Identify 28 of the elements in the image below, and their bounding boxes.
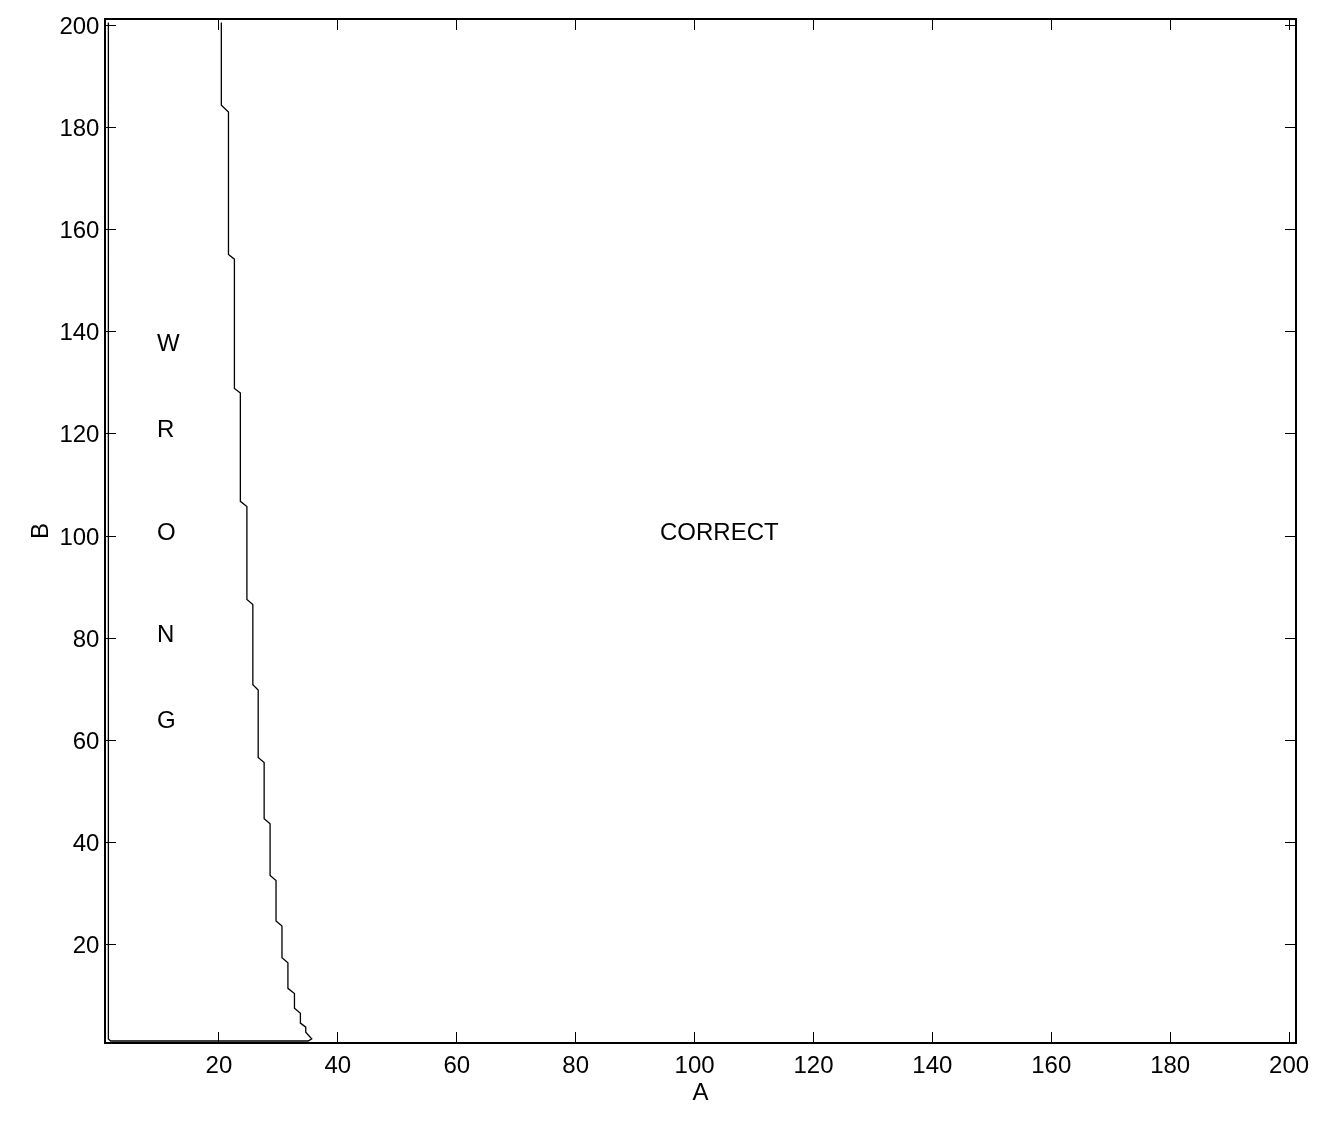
x-tick-label: 120 (793, 1050, 834, 1078)
x-tick-label: 180 (1150, 1050, 1191, 1078)
y-axis-title: B (26, 522, 53, 540)
annotation: N (157, 620, 175, 647)
y-tick-label: 20 (72, 931, 100, 959)
x-tick-label: 100 (674, 1050, 715, 1078)
y-tick-label: 40 (72, 829, 100, 857)
x-tick-label: 200 (1269, 1050, 1310, 1078)
annotation: O (157, 518, 176, 545)
x-tick-label: 80 (562, 1050, 590, 1078)
y-tick-label: 120 (59, 420, 100, 448)
annotation: R (157, 415, 175, 442)
y-tick-label: 140 (59, 318, 100, 346)
annotation: W (157, 329, 180, 356)
x-tick-label: 60 (443, 1050, 471, 1078)
x-axis-title: A (692, 1077, 709, 1105)
y-tick-label: 200 (59, 11, 100, 39)
x-tick-label: 40 (324, 1050, 352, 1078)
x-tick-label: 160 (1031, 1050, 1072, 1078)
y-tick-label: 160 (59, 215, 100, 243)
y-tick-label: 100 (59, 522, 100, 550)
y-tick-label: 180 (59, 113, 100, 141)
y-tick-label: 60 (72, 726, 100, 754)
y-tick-label: 80 (72, 624, 100, 652)
annotation: G (157, 706, 176, 733)
x-tick-label: 20 (205, 1050, 233, 1078)
annotation: CORRECT (660, 518, 779, 545)
x-tick-label: 140 (912, 1050, 953, 1078)
